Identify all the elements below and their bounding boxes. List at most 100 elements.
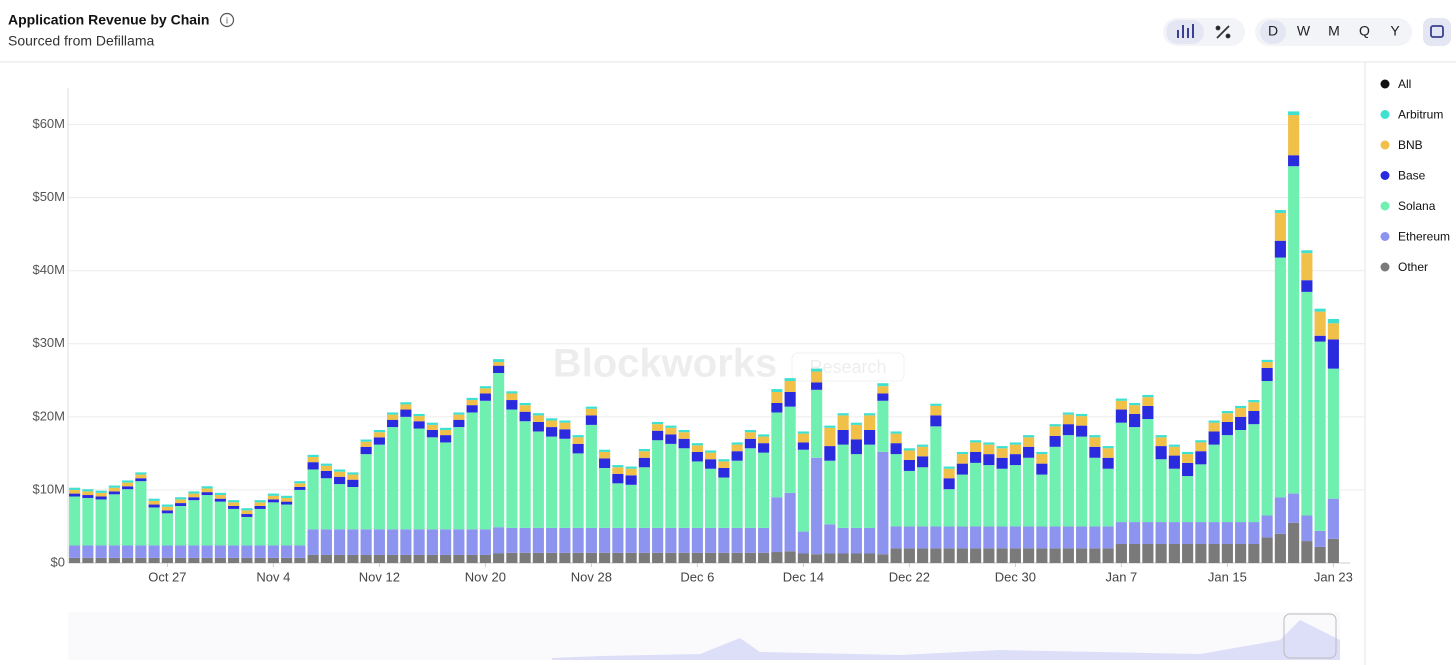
bar-segment [1062, 435, 1074, 527]
bar-segment [718, 459, 730, 462]
legend-label[interactable]: Ethereum [1398, 230, 1450, 244]
bar-segment [188, 493, 200, 498]
legend-label[interactable]: All [1398, 77, 1411, 91]
bar-segment [453, 412, 465, 415]
bar-segment [850, 527, 862, 554]
bar-segment [453, 414, 465, 420]
bar-segment [824, 446, 836, 461]
bar-segment [108, 557, 120, 563]
bar-chart-button[interactable] [1166, 20, 1204, 44]
bar-segment [1102, 468, 1114, 527]
bar-segment [1195, 440, 1207, 443]
bar-segment [506, 527, 518, 553]
bar-segment [228, 500, 240, 503]
bar-segment [493, 373, 505, 528]
bar-segment [678, 448, 690, 528]
export-button[interactable] [1423, 18, 1451, 46]
bar-segment [903, 459, 915, 471]
bar-segment [771, 552, 783, 563]
x-tick-label: Dec 14 [783, 569, 824, 584]
bar-segment [1221, 435, 1233, 523]
bar-segment [1089, 526, 1101, 549]
interval-button[interactable]: D [1268, 23, 1278, 39]
info-icon[interactable] [219, 12, 235, 28]
bar-segment [108, 485, 120, 488]
bar-segment [440, 427, 452, 430]
bar-segment [1036, 454, 1048, 464]
bar-segment [797, 431, 809, 434]
x-tick-label: Nov 28 [571, 569, 612, 584]
legend-label[interactable]: Solana [1398, 199, 1436, 213]
bar-segment [824, 425, 836, 428]
bar-segment [426, 529, 438, 555]
bar-segment [267, 557, 279, 563]
bar-segment [917, 548, 929, 563]
bar-segment [373, 437, 385, 445]
bar-segment [625, 484, 637, 528]
bar-segment [69, 493, 81, 497]
bar-segment [241, 545, 253, 558]
bar-segment [612, 473, 624, 484]
bar-segment [731, 527, 743, 553]
bar-segment [360, 529, 372, 555]
bar-segment [108, 487, 120, 492]
legend-label[interactable]: Arbitrum [1398, 108, 1443, 122]
bar-segment [1142, 544, 1154, 563]
interval-button[interactable]: Q [1359, 23, 1370, 39]
interval-button[interactable]: Y [1390, 23, 1400, 39]
bar-segment [1327, 318, 1339, 324]
bar-segment [731, 442, 743, 445]
bar-segment [1314, 341, 1326, 531]
bar-segment [1182, 462, 1194, 477]
range-brush[interactable] [68, 612, 1340, 660]
bar-segment [1089, 446, 1101, 458]
bar-segment [585, 406, 597, 409]
bar-segment [426, 554, 438, 563]
bar-segment [718, 477, 730, 528]
bar-segment [837, 553, 849, 563]
interval-button[interactable]: M [1328, 23, 1340, 39]
bar-segment [1089, 435, 1101, 438]
bar-segment [824, 553, 836, 563]
bar-segment [665, 527, 677, 553]
percent-button[interactable] [1215, 25, 1231, 39]
bar-segment [532, 527, 544, 553]
bar-segment [228, 506, 240, 509]
bar-segment [161, 557, 173, 563]
bar-segment [638, 552, 650, 563]
bar-segment [691, 451, 703, 462]
bar-segment [1155, 544, 1167, 563]
bar-segment [903, 470, 915, 527]
bar-segment [281, 545, 293, 558]
bar-segment [347, 529, 359, 555]
interval-selected [1260, 20, 1286, 44]
bar-segment [1076, 548, 1088, 563]
bar-segment [1261, 381, 1273, 516]
bar-segment [241, 510, 253, 515]
bar-segment [320, 478, 332, 530]
bar-segment [718, 461, 730, 468]
bar-segment [638, 457, 650, 468]
bar-segment [996, 548, 1008, 563]
bar-segment [970, 526, 982, 549]
legend-label[interactable]: Base [1398, 169, 1426, 183]
bar-segment [201, 557, 213, 563]
bar-segment [519, 421, 531, 528]
interval-button[interactable]: W [1297, 23, 1311, 39]
bar-segment [347, 487, 359, 530]
bar-segment [320, 554, 332, 563]
x-tick-label: Dec 30 [995, 569, 1036, 584]
bar-segment [572, 453, 584, 528]
bar-segment [281, 557, 293, 563]
bar-segment [546, 527, 558, 553]
brush-handle[interactable] [1283, 613, 1337, 659]
bar-segment [625, 552, 637, 563]
bar-segment [532, 415, 544, 422]
bar-segment [638, 527, 650, 553]
legend-label[interactable]: Other [1398, 260, 1428, 274]
bar-segment [625, 466, 637, 469]
bar-segment [307, 454, 319, 458]
legend-label[interactable]: BNB [1398, 138, 1423, 152]
bar-segment [1327, 538, 1339, 563]
